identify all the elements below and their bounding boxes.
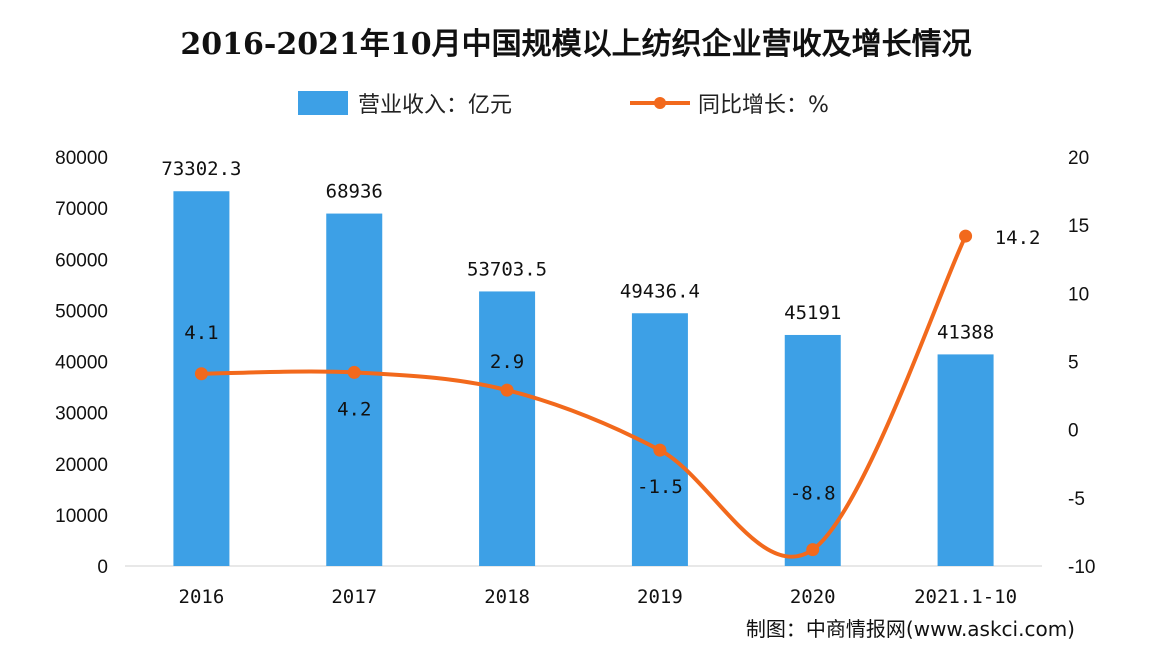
growth-line: [201, 235, 968, 559]
legend-line-label: 同比增长：%: [698, 93, 829, 118]
line-point: [653, 443, 667, 457]
line-data-label: 4.2: [337, 398, 371, 420]
y-axis-right: -10 -5 0 5 10 15 20: [1068, 148, 1095, 578]
line-point: [194, 367, 208, 381]
line-point: [500, 383, 514, 397]
legend-bar-label: 营业收入：亿元: [358, 93, 512, 118]
x-tick-label: 2018: [484, 586, 530, 608]
y-right-tick-label: 0: [1068, 421, 1079, 442]
source-note: 制图：中商情报网(www.askci.com): [746, 617, 1075, 641]
bar-data-label: 68936: [326, 181, 383, 203]
y-right-tick-label: 20: [1068, 148, 1089, 169]
chart-title: 2016-2021年10月中国规模以上纺织企业营收及增长情况: [180, 27, 971, 62]
y-axis-left: 0 10000 20000 30000 40000 50000 60000 70000 8000…: [55, 148, 108, 578]
y-left-tick-label: 20000: [55, 455, 108, 476]
x-tick-label: 2019: [637, 586, 683, 608]
bar-data-label: 49436.4: [620, 280, 700, 302]
line-data-label: 2.9: [490, 351, 524, 373]
bar-data-label: 73302.3: [161, 158, 241, 180]
line-data-label: 14.2: [995, 227, 1041, 249]
y-right-tick-label: -10: [1068, 557, 1095, 578]
bar-series: 73302.3 68936 53703.5 49436.4 45191 41388: [161, 158, 994, 566]
y-left-tick-label: 70000: [55, 199, 108, 220]
x-axis: 2016 2017 2018 2019 2020 2021.1-10: [179, 586, 1018, 608]
bar: [937, 354, 994, 566]
line-point: [347, 365, 361, 379]
y-left-tick-label: 50000: [55, 301, 108, 322]
y-left-tick-label: 80000: [55, 148, 108, 169]
bar-data-label: 41388: [937, 321, 994, 343]
y-left-tick-label: 10000: [55, 506, 108, 527]
line-series: 4.1 4.2 2.9 -1.5 -8.8 14.2: [184, 227, 1041, 559]
x-tick-label: 2020: [790, 586, 836, 608]
y-left-tick-label: 60000: [55, 250, 108, 271]
x-tick-label: 2021.1-10: [914, 586, 1017, 608]
line-data-label: -8.8: [790, 483, 836, 505]
line-point: [959, 229, 973, 243]
line-data-label: 4.1: [184, 322, 218, 344]
line-data-label: -1.5: [637, 476, 683, 498]
x-tick-label: 2016: [179, 586, 225, 608]
line-point: [806, 543, 820, 557]
bar-data-label: 45191: [784, 302, 841, 324]
y-right-tick-label: 10: [1068, 284, 1089, 305]
legend-bar-swatch: [298, 91, 348, 115]
bar: [326, 213, 383, 566]
legend-line-marker: [654, 97, 666, 109]
bar: [479, 291, 536, 566]
y-left-tick-label: 40000: [55, 353, 108, 374]
y-right-tick-label: 5: [1068, 353, 1079, 374]
bar-data-label: 53703.5: [467, 258, 547, 280]
y-right-tick-label: -5: [1068, 489, 1085, 510]
y-right-tick-label: 15: [1068, 216, 1089, 237]
y-left-tick-label: 0: [97, 557, 108, 578]
legend: 营业收入：亿元 同比增长：%: [298, 91, 829, 118]
y-left-tick-label: 30000: [55, 404, 108, 425]
x-tick-label: 2017: [331, 586, 377, 608]
